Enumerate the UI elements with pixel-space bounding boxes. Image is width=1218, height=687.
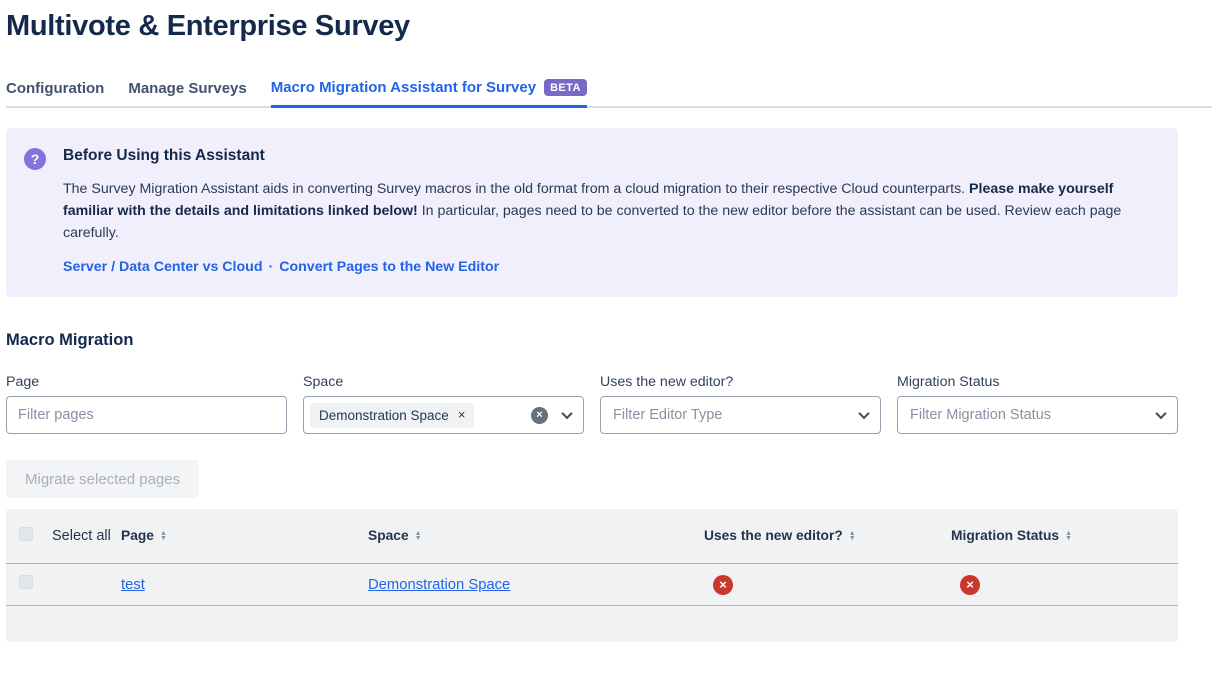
column-header-editor[interactable]: Uses the new editor? ▲ ▼ bbox=[704, 527, 951, 545]
sort-icon[interactable]: ▲ ▼ bbox=[414, 529, 422, 542]
tab-manage-surveys-label: Manage Surveys bbox=[128, 79, 247, 97]
tab-manage-surveys[interactable]: Manage Surveys bbox=[128, 79, 246, 106]
space-link[interactable]: Demonstration Space bbox=[368, 576, 511, 593]
question-mark-icon: ? bbox=[24, 148, 46, 170]
tab-bar: Configuration Manage Surveys Macro Migra… bbox=[6, 79, 1212, 108]
sort-up-icon: ▲ bbox=[414, 529, 422, 537]
link-convert-pages[interactable]: Convert Pages to the New Editor bbox=[279, 259, 500, 275]
migration-table: Select all Page ▲ ▼ Space ▲ ▼ bbox=[6, 509, 1178, 642]
select-all-checkbox-cell bbox=[6, 526, 52, 546]
migrate-selected-pages-button[interactable]: Migrate selected pages bbox=[6, 460, 200, 498]
sort-icon[interactable]: ▲ ▼ bbox=[848, 529, 856, 542]
table-row: test Demonstration Space × × bbox=[6, 564, 1178, 606]
select-all-label: Select all bbox=[52, 528, 111, 544]
info-panel: ? Before Using this Assistant The Survey… bbox=[6, 128, 1178, 297]
info-text-bold: Please make yourself familiar with the d… bbox=[63, 181, 1114, 219]
row-checkbox-cell bbox=[6, 575, 52, 594]
tab-macro-migration-label: Macro Migration Assistant for Survey bbox=[270, 79, 537, 96]
column-editor-label: Uses the new editor? bbox=[704, 528, 843, 543]
filter-status-label: Migration Status bbox=[897, 374, 1000, 390]
info-panel-text: The Survey Migration Assistant aids in c… bbox=[63, 178, 1148, 244]
page-content: Multivote & Enterprise Survey Configurat… bbox=[6, 10, 1218, 642]
space-selected-tag: Demonstration Space × bbox=[310, 402, 475, 428]
column-space-label: Space bbox=[368, 528, 409, 543]
beta-badge: BETA bbox=[544, 79, 587, 96]
page-title: Multivote & Enterprise Survey bbox=[6, 10, 410, 42]
editor-select-placeholder: Filter Editor Type bbox=[613, 407, 723, 423]
sort-up-icon: ▲ bbox=[848, 529, 856, 537]
info-text-part1: The Survey Migration Assistant aids in c… bbox=[63, 181, 970, 197]
page-link[interactable]: test bbox=[121, 576, 145, 593]
page-filter-input[interactable] bbox=[6, 396, 287, 434]
migration-status-select[interactable]: Filter Migration Status bbox=[897, 396, 1178, 434]
section-title: Macro Migration bbox=[6, 331, 134, 349]
column-header-status[interactable]: Migration Status ▲ ▼ bbox=[951, 527, 1178, 545]
editor-type-select[interactable]: Filter Editor Type bbox=[600, 396, 881, 434]
space-tag-label: Demonstration Space bbox=[319, 407, 449, 423]
sort-down-icon: ▼ bbox=[1065, 534, 1073, 542]
filter-status: Migration Status Filter Migration Status bbox=[897, 373, 1178, 434]
chevron-down-icon bbox=[561, 407, 573, 420]
clear-selection-icon[interactable]: × bbox=[531, 406, 548, 424]
remove-tag-icon[interactable]: × bbox=[457, 407, 466, 422]
filter-space: Space Demonstration Space × × bbox=[303, 373, 584, 434]
info-panel-body: Before Using this Assistant The Survey M… bbox=[63, 147, 1156, 275]
error-icon: × bbox=[713, 574, 733, 595]
tab-macro-migration-assistant[interactable]: Macro Migration Assistant for Survey BET… bbox=[270, 79, 587, 108]
filter-editor: Uses the new editor? Filter Editor Type bbox=[600, 373, 881, 434]
sort-icon[interactable]: ▲ ▼ bbox=[159, 529, 167, 542]
chevron-down-icon bbox=[1155, 407, 1167, 420]
filter-row: Page Space Demonstration Space × × Uses … bbox=[6, 373, 1218, 434]
sort-down-icon: ▼ bbox=[848, 534, 856, 542]
error-icon: × bbox=[960, 574, 980, 595]
sort-icon[interactable]: ▲ ▼ bbox=[1065, 529, 1073, 542]
status-select-placeholder: Filter Migration Status bbox=[910, 407, 1052, 423]
filter-page: Page bbox=[6, 373, 287, 434]
chevron-down-icon bbox=[858, 407, 870, 420]
tab-configuration[interactable]: Configuration bbox=[6, 79, 104, 106]
space-select[interactable]: Demonstration Space × × bbox=[303, 396, 584, 434]
info-text-part2: In particular, pages need to be converte… bbox=[63, 203, 1122, 241]
sort-down-icon: ▼ bbox=[414, 534, 422, 542]
row-checkbox[interactable] bbox=[19, 575, 33, 589]
sort-down-icon: ▼ bbox=[159, 534, 167, 542]
link-server-vs-cloud[interactable]: Server / Data Center vs Cloud bbox=[63, 259, 263, 275]
column-header-space[interactable]: Space ▲ ▼ bbox=[368, 527, 704, 545]
filter-page-label: Page bbox=[6, 374, 40, 390]
link-separator: · bbox=[268, 259, 274, 275]
filter-space-label: Space bbox=[303, 374, 344, 390]
column-header-page[interactable]: Page ▲ ▼ bbox=[121, 527, 368, 545]
table-header-row: Select all Page ▲ ▼ Space ▲ ▼ bbox=[6, 509, 1178, 564]
tab-configuration-label: Configuration bbox=[6, 79, 105, 97]
column-page-label: Page bbox=[121, 528, 154, 543]
select-all-checkbox[interactable] bbox=[19, 526, 33, 541]
info-panel-title: Before Using this Assistant bbox=[63, 147, 265, 164]
sort-up-icon: ▲ bbox=[1065, 529, 1073, 537]
filter-editor-label: Uses the new editor? bbox=[600, 374, 734, 390]
info-panel-links: Server / Data Center vs Cloud · Convert Pa… bbox=[63, 259, 1156, 275]
column-status-label: Migration Status bbox=[951, 528, 1060, 543]
sort-up-icon: ▲ bbox=[159, 529, 167, 537]
